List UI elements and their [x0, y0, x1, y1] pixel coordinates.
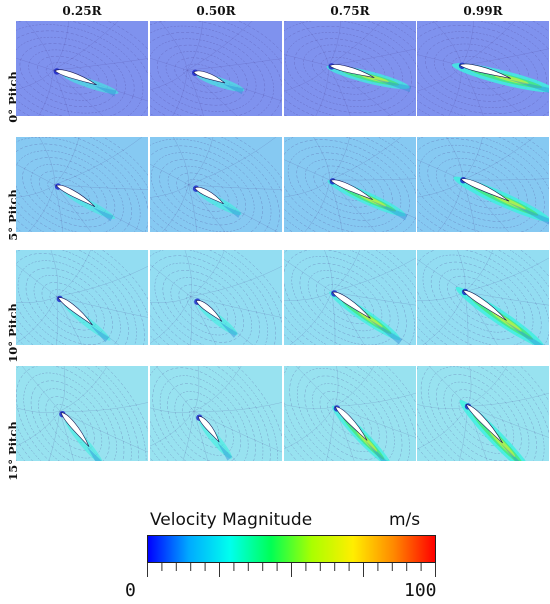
contour-panel-r2-c1 [150, 250, 282, 345]
contour-panel-r1-c3 [417, 137, 549, 232]
contour-panel-r0-c3 [417, 21, 549, 116]
colorbar-min-label: 0 [125, 580, 136, 601]
contour-panel-r1-c1 [150, 137, 282, 232]
contour-panel-r1-c0 [16, 137, 148, 232]
contour-panel-r2-c2 [284, 250, 416, 345]
contour-panel-r2-c0 [16, 250, 148, 345]
column-header-0.25R: 0.25R [16, 4, 148, 18]
velocity-colorbar [147, 535, 436, 563]
contour-panel-r1-c2 [284, 137, 416, 232]
legend-title: Velocity Magnitude [150, 510, 312, 530]
contour-panel-r3-c0 [16, 366, 148, 461]
contour-panel-r3-c2 [284, 366, 416, 461]
column-header-0.99R: 0.99R [417, 4, 549, 18]
contour-panel-r2-c3 [417, 250, 549, 345]
legend-unit: m/s [389, 510, 420, 530]
colorbar-max-label: 100 [404, 580, 437, 601]
contour-panel-r3-c1 [150, 366, 282, 461]
column-header-0.50R: 0.50R [150, 4, 282, 18]
contour-panel-r0-c0 [16, 21, 148, 116]
colorbar-ticks [147, 563, 436, 577]
contour-panel-r0-c2 [284, 21, 416, 116]
contour-panel-r3-c3 [417, 366, 549, 461]
contour-panel-r0-c1 [150, 21, 282, 116]
column-header-0.75R: 0.75R [284, 4, 416, 18]
